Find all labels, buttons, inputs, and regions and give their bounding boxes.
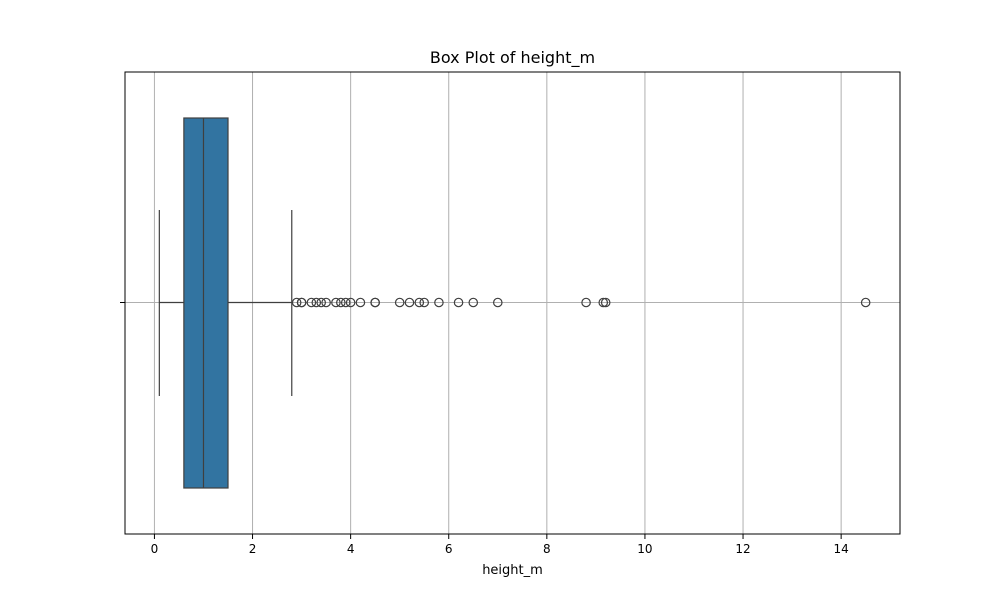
chart-title: Box Plot of height_m bbox=[430, 48, 595, 68]
outlier-point-6 bbox=[321, 297, 331, 308]
outlier-point-24 bbox=[600, 297, 611, 308]
outlier-point-13 bbox=[370, 297, 380, 308]
outlier-point-16 bbox=[414, 297, 425, 308]
outlier-point-18 bbox=[434, 297, 444, 308]
x-tick-label-4: 8 bbox=[543, 542, 551, 556]
x-tick-label-2: 4 bbox=[347, 542, 355, 556]
x-tick-label-6: 12 bbox=[735, 542, 750, 556]
outlier-point-9 bbox=[340, 297, 351, 308]
outlier-point-17 bbox=[419, 297, 430, 308]
x-tick-label-5: 10 bbox=[637, 542, 652, 556]
x-tick-label-3: 6 bbox=[445, 542, 453, 556]
outlier-point-19 bbox=[453, 297, 464, 308]
outlier-point-11 bbox=[355, 297, 366, 308]
outlier-point-7 bbox=[331, 297, 341, 308]
grid-lines bbox=[125, 72, 900, 534]
outlier-point-22 bbox=[581, 297, 591, 308]
x-tick-label-1: 2 bbox=[249, 542, 257, 556]
outlier-point-21 bbox=[492, 297, 503, 308]
outlier-point-25 bbox=[860, 297, 871, 308]
outlier-point-0 bbox=[291, 297, 302, 308]
outlier-point-4 bbox=[311, 297, 322, 308]
interquartile-box bbox=[183, 117, 229, 489]
plot-area bbox=[158, 117, 871, 489]
x-axis-ticks: 0 2 4 6 8 10 12 14 bbox=[120, 302, 849, 556]
x-axis-label: height_m bbox=[482, 563, 543, 578]
outlier-point-8 bbox=[336, 297, 346, 308]
outlier-point-3 bbox=[306, 297, 317, 308]
outlier-point-14 bbox=[394, 297, 405, 308]
x-tick-label-0: 0 bbox=[151, 542, 159, 556]
outlier-point-10 bbox=[345, 297, 356, 308]
outlier-point-5 bbox=[316, 297, 327, 308]
outlier-point-15 bbox=[404, 297, 415, 308]
outlier-point-20 bbox=[468, 297, 479, 308]
x-tick-label-7: 14 bbox=[833, 542, 848, 556]
outlier-point-23 bbox=[598, 297, 609, 308]
plot-frame bbox=[124, 71, 901, 535]
outlier-point-2 bbox=[296, 297, 307, 308]
